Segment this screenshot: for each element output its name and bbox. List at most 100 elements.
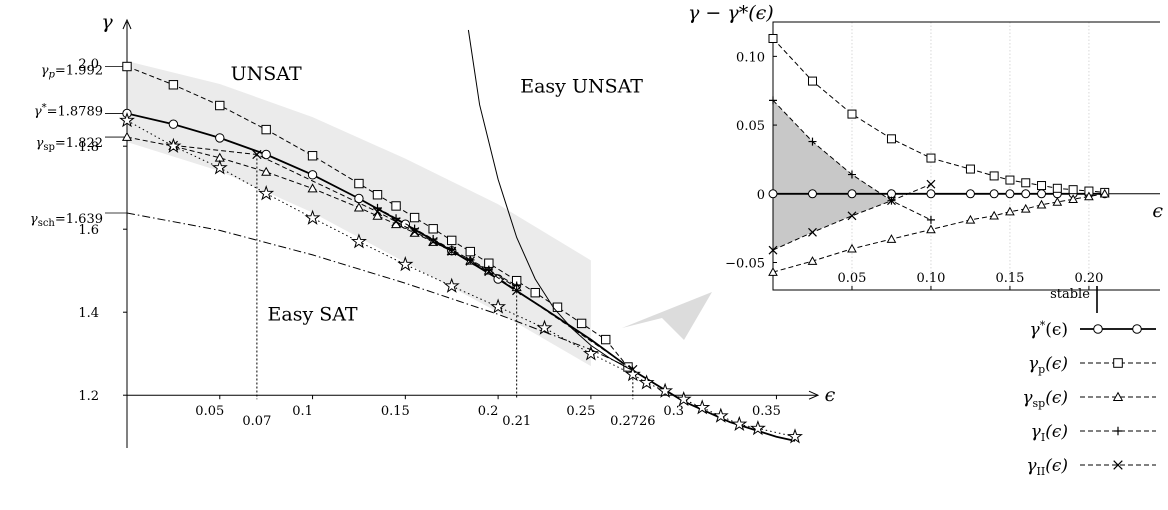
marked-y-label: γ*=1.8789 (34, 102, 103, 119)
point-dotted (657, 382, 674, 398)
point-p (354, 178, 364, 189)
y-axis-label: γ (101, 11, 113, 33)
inset-point-star (965, 189, 975, 199)
inset-point-star (1005, 189, 1015, 199)
point-II (252, 149, 262, 160)
inset-shaded-region (773, 100, 892, 251)
point-II (372, 207, 383, 217)
inset-point-p (1052, 183, 1062, 193)
inset-point-II (808, 227, 817, 237)
point-dotted (211, 159, 228, 175)
inset-point-sp (989, 210, 999, 220)
x-tick-label: 0.3 (663, 404, 684, 419)
point-p (168, 80, 179, 90)
point-dotted (304, 209, 321, 225)
inset-x-tick-label: 0.20 (1074, 271, 1103, 286)
point-star (215, 133, 225, 143)
marked-x-label: 0.21 (502, 414, 531, 429)
point-dotted (675, 390, 692, 407)
x-axis-label: ϵ (825, 384, 836, 406)
curve-sp (126, 136, 517, 288)
legend-title: stable (1050, 287, 1090, 302)
inset-point-p (1068, 185, 1078, 195)
point-p (391, 201, 401, 211)
point-dotted (694, 399, 711, 415)
y-axis-arrow (122, 18, 132, 30)
inset-point-sp (1036, 199, 1047, 209)
point-dotted (258, 185, 275, 201)
inset-chart: 0.10 0.05 0 −0.05 0.05 0.10 0.15 0.20 γ − γ*(ϵ) ϵ (688, 2, 1163, 291)
inset-point-II (768, 245, 778, 255)
inset-point-p (1005, 175, 1015, 185)
inset-y-tick-label: 0.10 (736, 50, 765, 65)
marked-y-label: γp=1.992 (41, 64, 103, 81)
point-star (493, 274, 503, 284)
point-p (409, 212, 420, 223)
point-II (409, 227, 420, 237)
curve-sch (126, 212, 634, 370)
legend-label-sp: γsp(ϵ) (1022, 388, 1068, 410)
point-star (168, 119, 179, 129)
x-tick-label: 0.1 (292, 404, 313, 419)
point-dotted (443, 277, 460, 293)
inset-point-II (887, 196, 896, 206)
x-axis-arrow (808, 390, 820, 400)
inset-point-p (926, 153, 936, 163)
curve-star (126, 112, 796, 442)
region-label-easy-sat: Easy SAT (268, 304, 358, 326)
inset-point-I (926, 215, 935, 224)
zoom-arrow-shape (622, 292, 712, 340)
legend-label-II: γII(ϵ) (1026, 456, 1068, 478)
inset-y-tick-label: 0 (757, 188, 765, 203)
inset-point-sp (807, 256, 818, 265)
main-chart: γ ϵ 1.2 1.4 1.6 1.8 2.0 0.05 0.1 0.15 0.2 0.25 0.3 0.… (30, 11, 836, 448)
inset-point-star (807, 189, 817, 199)
point-p (428, 224, 438, 234)
point-II (512, 285, 522, 296)
y-tick-label: 1.8 (78, 140, 99, 155)
x-tick-label: 0.15 (381, 404, 410, 419)
y-tick-label: 1.6 (78, 223, 99, 238)
point-dotted (397, 256, 414, 272)
inset-point-I (769, 96, 777, 105)
y-tick-label: 1.2 (78, 389, 99, 404)
point-I (512, 281, 521, 290)
inset-point-I (808, 137, 817, 146)
inset-point-star (886, 189, 896, 199)
point-dotted (119, 112, 135, 128)
point-II (428, 237, 438, 247)
inset-point-p (886, 134, 896, 144)
point-dotted (749, 419, 766, 436)
inset-point-I (847, 170, 856, 179)
point-p (122, 61, 132, 72)
legend-marker-sp (1112, 391, 1124, 401)
inset-x-tick-label: 0.10 (916, 271, 945, 286)
point-p (552, 302, 563, 312)
inset-point-sp (1084, 191, 1094, 201)
inset-point-sp (965, 214, 976, 224)
point-p (601, 334, 611, 345)
point-p (372, 190, 383, 200)
point-dotted (350, 233, 367, 249)
inset-point-star (847, 189, 857, 199)
inset-point-sp (1020, 203, 1031, 213)
marked-x-label: 0.07 (242, 414, 271, 429)
inset-point-II (926, 179, 936, 189)
legend-marker-star (1093, 324, 1103, 334)
y-tick-label: 2.0 (78, 57, 99, 72)
inset-point-sp (1068, 194, 1078, 203)
point-II (465, 256, 475, 266)
inset-point-star (926, 189, 936, 199)
legend-label-I: γI(ϵ) (1031, 422, 1068, 444)
region-label-unsat: UNSAT (231, 63, 302, 85)
marked-y-label: γsp=1.822 (36, 136, 103, 153)
point-p (465, 246, 475, 257)
inset-curve-II (772, 183, 932, 251)
hardness-band (127, 61, 591, 367)
point-p (261, 124, 271, 135)
inset-y-tick-label: 0.05 (736, 119, 765, 134)
point-p (623, 362, 633, 372)
inset-point-star (768, 189, 778, 199)
inset-y-tick-label: −0.05 (725, 257, 765, 272)
